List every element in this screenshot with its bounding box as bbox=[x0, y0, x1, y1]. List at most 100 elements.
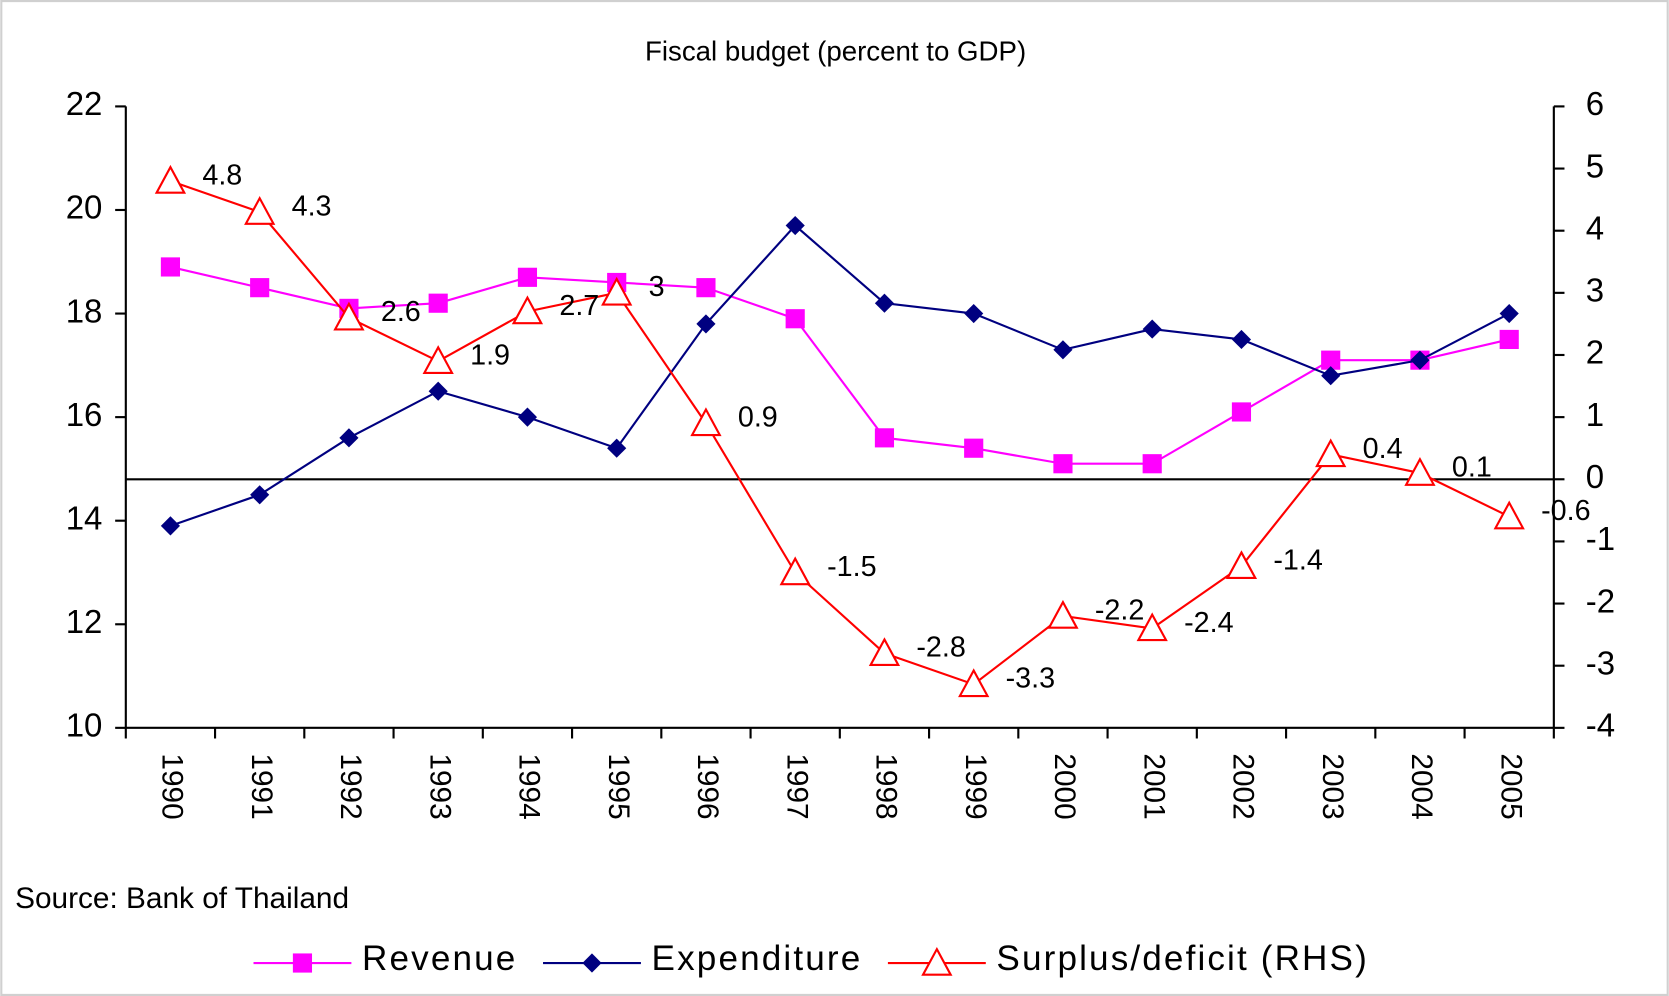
data-point bbox=[868, 637, 901, 667]
y-tick-label: 22 bbox=[66, 85, 103, 122]
y-tick-label: 16 bbox=[66, 396, 103, 433]
data-point bbox=[958, 668, 990, 698]
x-tick-label: 2000 bbox=[1048, 753, 1081, 819]
data-label: 0.1 bbox=[1452, 451, 1492, 483]
data-point bbox=[428, 293, 448, 313]
x-tick-label: 1994 bbox=[513, 753, 546, 819]
data-label: -2.8 bbox=[916, 632, 966, 664]
data-label: 0.9 bbox=[738, 402, 778, 434]
x-tick-label: 2001 bbox=[1137, 753, 1170, 819]
series-line bbox=[170, 224, 1510, 527]
x-tick-label: 1992 bbox=[334, 753, 367, 819]
series bbox=[160, 257, 1519, 474]
x-tick-label: 1990 bbox=[156, 753, 189, 819]
x-tick-label: 1997 bbox=[780, 753, 813, 819]
data-point bbox=[1053, 454, 1073, 474]
series-line bbox=[170, 179, 1510, 686]
x-tick-label: 1999 bbox=[959, 753, 992, 819]
x-tick-label: 1998 bbox=[870, 753, 903, 819]
legend-label: Surplus/deficit (RHS) bbox=[996, 939, 1368, 978]
y2-tick-label: 0 bbox=[1586, 458, 1604, 495]
data-point bbox=[1404, 456, 1436, 486]
x-tick-label: 2005 bbox=[1494, 753, 1527, 819]
data-point bbox=[1493, 500, 1525, 530]
legend-item: Revenue bbox=[253, 939, 517, 978]
data-label: -1.4 bbox=[1273, 545, 1323, 577]
y2-tick-label: 5 bbox=[1586, 147, 1604, 184]
data-point bbox=[1315, 438, 1347, 468]
data-point bbox=[250, 278, 270, 298]
y2-tick-label: 3 bbox=[1586, 272, 1604, 309]
y-tick-label: 10 bbox=[66, 707, 103, 744]
data-point bbox=[333, 301, 365, 331]
data-point bbox=[1231, 402, 1252, 422]
data-point bbox=[428, 381, 448, 401]
legend-label: Revenue bbox=[362, 939, 517, 978]
y-tick-label: 20 bbox=[66, 189, 103, 226]
data-point bbox=[1231, 329, 1252, 350]
data-label: -2.2 bbox=[1095, 594, 1145, 626]
data-label: -1.5 bbox=[827, 551, 877, 583]
y2-tick-label: 2 bbox=[1586, 334, 1604, 371]
x-tick-label: 2003 bbox=[1316, 753, 1349, 819]
data-point bbox=[690, 407, 722, 437]
data-point bbox=[517, 267, 538, 287]
y-tick-label: 12 bbox=[66, 603, 103, 640]
x-tick-label: 2002 bbox=[1227, 753, 1260, 819]
data-point bbox=[779, 556, 811, 586]
data-point bbox=[1321, 366, 1341, 386]
data-point bbox=[160, 257, 181, 277]
legend-item: Surplus/deficit (RHS) bbox=[887, 939, 1368, 978]
x-tick-label: 1991 bbox=[245, 753, 278, 819]
data-label: -3.3 bbox=[1006, 663, 1056, 695]
x-tick-label: 1996 bbox=[691, 753, 724, 819]
y2-tick-label: -4 bbox=[1586, 707, 1615, 744]
data-point bbox=[1142, 319, 1162, 339]
y2-tick-label: 4 bbox=[1586, 209, 1604, 246]
data-point bbox=[1136, 612, 1168, 642]
data-point bbox=[1499, 329, 1519, 350]
data-point bbox=[154, 164, 187, 194]
data-label: -0.6 bbox=[1541, 495, 1591, 527]
data-point bbox=[1142, 454, 1162, 474]
y2-tick-label: -2 bbox=[1586, 582, 1615, 619]
data-point bbox=[607, 438, 627, 458]
source-note: Source: Bank of Thailand bbox=[15, 882, 349, 915]
data-point bbox=[964, 303, 984, 324]
data-point bbox=[1047, 599, 1079, 629]
data-point bbox=[1321, 350, 1341, 370]
series: 4.8 4.3 2.6 1.9 2.7 3 0.9 -1.5 -2.8 -3.3 -2.2 -2.4 -… bbox=[154, 159, 1591, 698]
data-label: 2.6 bbox=[381, 296, 421, 328]
series-line bbox=[170, 265, 1510, 465]
data-point bbox=[785, 215, 805, 236]
y-tick-label: 14 bbox=[66, 499, 103, 536]
data-point bbox=[1410, 350, 1430, 370]
legend-label: Expenditure bbox=[652, 939, 863, 978]
data-point bbox=[601, 276, 633, 306]
data-point bbox=[785, 309, 805, 329]
data-point bbox=[244, 195, 276, 225]
data-label: 3 bbox=[649, 271, 665, 303]
data-point bbox=[511, 295, 544, 325]
legend-marker bbox=[921, 946, 953, 976]
data-point bbox=[964, 438, 984, 458]
data-label: 0.4 bbox=[1363, 433, 1403, 465]
y-tick-label: 18 bbox=[66, 292, 103, 329]
y2-tick-label: -3 bbox=[1586, 644, 1615, 681]
data-point bbox=[422, 345, 454, 374]
data-point bbox=[696, 278, 716, 298]
data-label: 1.9 bbox=[470, 340, 510, 372]
y2-tick-label: 1 bbox=[1586, 396, 1604, 433]
data-label: 4.8 bbox=[202, 159, 242, 191]
y2-tick-label: -1 bbox=[1586, 520, 1615, 557]
data-point bbox=[874, 428, 895, 448]
y2-tick-label: 6 bbox=[1586, 85, 1604, 122]
x-tick-label: 1993 bbox=[423, 753, 456, 819]
legend-item: Expenditure bbox=[543, 939, 863, 978]
legend-marker bbox=[582, 953, 602, 973]
data-point bbox=[1499, 303, 1519, 324]
x-tick-label: 2004 bbox=[1405, 753, 1438, 819]
chart-title: Fiscal budget (percent to GDP) bbox=[645, 36, 1026, 67]
